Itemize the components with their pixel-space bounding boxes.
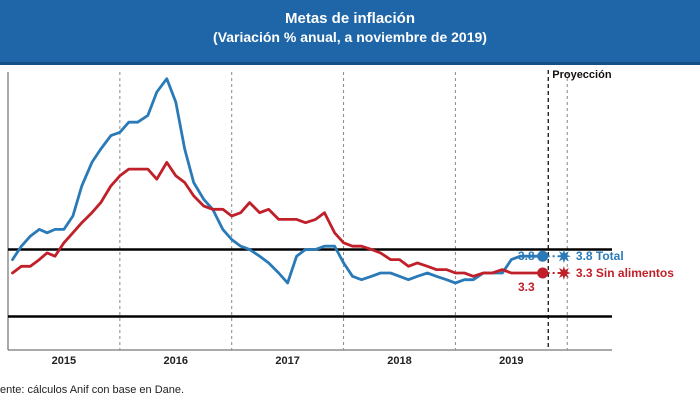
chart-subtitle: (Variación % anual, a noviembre de 2019) xyxy=(213,29,487,45)
projection-star-total xyxy=(556,249,571,264)
series-line-sin-alimentos xyxy=(11,161,541,278)
value-label-total: 3.8 xyxy=(518,249,535,263)
end-marker-total xyxy=(537,250,549,262)
x-tick-label: 2019 xyxy=(499,355,523,367)
projection-star-sin-alimentos xyxy=(556,266,571,280)
x-tick-label: 2015 xyxy=(52,355,76,367)
x-tick-label: 2016 xyxy=(164,355,188,367)
end-marker-sin-alimentos xyxy=(537,267,549,279)
x-tick-label: 2018 xyxy=(387,355,411,367)
chart-header: Metas de inflación (Variación % anual, a… xyxy=(0,0,700,65)
chart-title: Metas de inflación xyxy=(284,10,416,27)
legend-label-total: 3.8 Total xyxy=(576,249,624,263)
inflation-chart: 2015 2016 2017 2018 2019 Proyección 3.8 3.8 Tot… xyxy=(7,69,674,367)
value-label-sin-alimentos: 3.3 xyxy=(518,280,535,294)
legend-label-sin-alimentos: 3.3 Sin alimentos xyxy=(576,266,674,280)
x-tick-label: 2017 xyxy=(275,355,299,367)
series-line-total xyxy=(11,77,541,285)
source-note: ente: cálculos Anif con base en Dane. xyxy=(0,384,185,396)
projection-label: Proyección xyxy=(552,69,612,81)
